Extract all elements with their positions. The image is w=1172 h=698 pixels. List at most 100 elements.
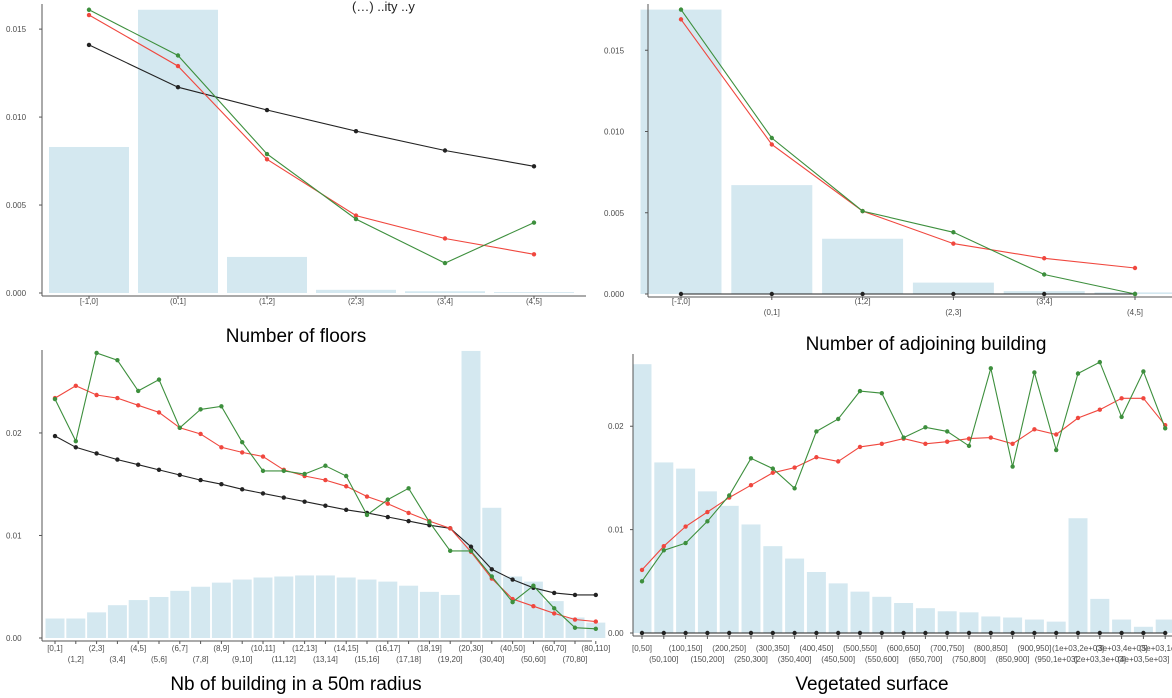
black-series-point — [264, 107, 270, 113]
green-series-point — [1032, 370, 1037, 375]
x-tick-label: (18,19] — [417, 644, 442, 653]
red-series-point — [364, 494, 370, 499]
black-series-point — [901, 630, 906, 636]
black-series-point — [177, 472, 182, 478]
histogram-bar — [1068, 518, 1088, 633]
red-series-point — [1141, 396, 1146, 401]
red-series-point — [879, 441, 884, 447]
green-series-point — [1163, 426, 1168, 431]
x-tick-label: (0,1] — [170, 297, 186, 306]
black-series-point — [552, 590, 557, 596]
black-series-point — [353, 128, 359, 134]
black-series-point — [323, 503, 328, 508]
histogram-bar — [66, 618, 86, 638]
red-series-point — [219, 445, 224, 450]
black-series-point — [1042, 291, 1047, 297]
green-series-point — [814, 429, 819, 434]
green-series-point — [1132, 291, 1138, 297]
x-tick-label: (14,15] — [334, 644, 359, 653]
black-series-point — [770, 630, 775, 636]
green-series-point — [1097, 359, 1103, 365]
line-layer — [52, 350, 598, 631]
x-tick-label: (30,40] — [479, 655, 504, 664]
axes-layer — [41, 4, 586, 297]
x-tick-label: (6,7] — [172, 644, 188, 653]
green-series-point — [923, 425, 928, 430]
black-series-point — [302, 499, 307, 504]
green-series-point — [639, 579, 645, 584]
x-tick-label: (1,2] — [855, 297, 871, 306]
black-series-point — [860, 291, 865, 297]
green-series-point — [219, 404, 224, 409]
red-series-point — [836, 459, 841, 464]
red-series-line — [88, 14, 535, 255]
red-series-point — [353, 213, 359, 218]
x-tick-label: (3,4] — [109, 655, 125, 664]
red-series-point — [1075, 415, 1081, 421]
bar-layer — [632, 364, 1172, 633]
histogram-bar — [87, 612, 107, 638]
x-tick-label: (50,100] — [649, 655, 678, 664]
x-tick-label: (17,18] — [396, 655, 421, 664]
black-series-point — [572, 592, 578, 598]
line-layer — [639, 359, 1168, 636]
y-tick-label: 0.02 — [6, 429, 22, 438]
black-series-point — [94, 451, 99, 456]
x-tick-label: (300,350] — [756, 644, 790, 653]
black-series-point — [198, 477, 203, 483]
black-series-point — [1119, 630, 1124, 636]
red-series-point — [1097, 407, 1103, 412]
x-tick-label: (80,110] — [581, 644, 610, 653]
histogram-bar — [399, 585, 419, 638]
green-series-point — [531, 220, 537, 225]
green-series-point — [531, 583, 536, 588]
green-series-point — [661, 548, 666, 553]
x-tick-label: (20,30] — [459, 644, 484, 653]
green-series-point — [302, 471, 307, 477]
x-tick-label: (550,600] — [865, 655, 899, 664]
red-series-point — [136, 403, 141, 408]
black-series-point — [406, 518, 411, 524]
green-series-point — [427, 519, 432, 525]
x-tick-label: [-1,0] — [672, 297, 690, 306]
histogram-bar — [959, 612, 979, 633]
x-tick-label: (700,750] — [930, 644, 964, 653]
red-series-point — [86, 12, 92, 18]
x-tick-label: (250,300] — [734, 655, 768, 664]
green-series-line — [680, 9, 1136, 295]
red-series-point — [1054, 432, 1059, 437]
histogram-bar — [211, 582, 231, 638]
x-tick-label: (450,500] — [821, 655, 855, 664]
histogram-bar — [138, 9, 218, 294]
red-series-point — [857, 444, 863, 450]
x-tick-label: (2,3] — [945, 308, 961, 317]
histogram-bar — [741, 524, 761, 633]
red-series-point — [814, 455, 819, 460]
x-tick-label: (7,8] — [193, 655, 209, 664]
x-tick-label: (150,200] — [690, 655, 724, 664]
red-series-point — [260, 454, 266, 459]
green-series-point — [945, 429, 950, 434]
black-series-point — [951, 291, 956, 297]
x-tick-label: [0,1] — [47, 644, 63, 653]
black-series-point — [923, 630, 928, 636]
red-series-point — [448, 526, 453, 531]
green-series-point — [281, 468, 286, 474]
red-series-point — [945, 439, 950, 444]
green-series-point — [552, 606, 557, 611]
red-series-point — [661, 543, 666, 549]
x-tick-label: (15,16] — [355, 655, 380, 664]
black-series-point — [945, 630, 950, 636]
histogram-bar — [128, 600, 148, 638]
x-tick-label: (3e+03,4e+03] — [1096, 644, 1148, 653]
black-series-point — [175, 84, 181, 90]
histogram-bar — [336, 577, 356, 638]
chart-title: Number of floors — [226, 326, 366, 347]
black-series-point — [156, 467, 162, 473]
histogram-bar — [419, 591, 439, 638]
black-series-point — [260, 491, 266, 496]
histogram-bar — [227, 256, 307, 293]
bar-layer — [49, 9, 574, 294]
green-series-point — [344, 473, 349, 479]
